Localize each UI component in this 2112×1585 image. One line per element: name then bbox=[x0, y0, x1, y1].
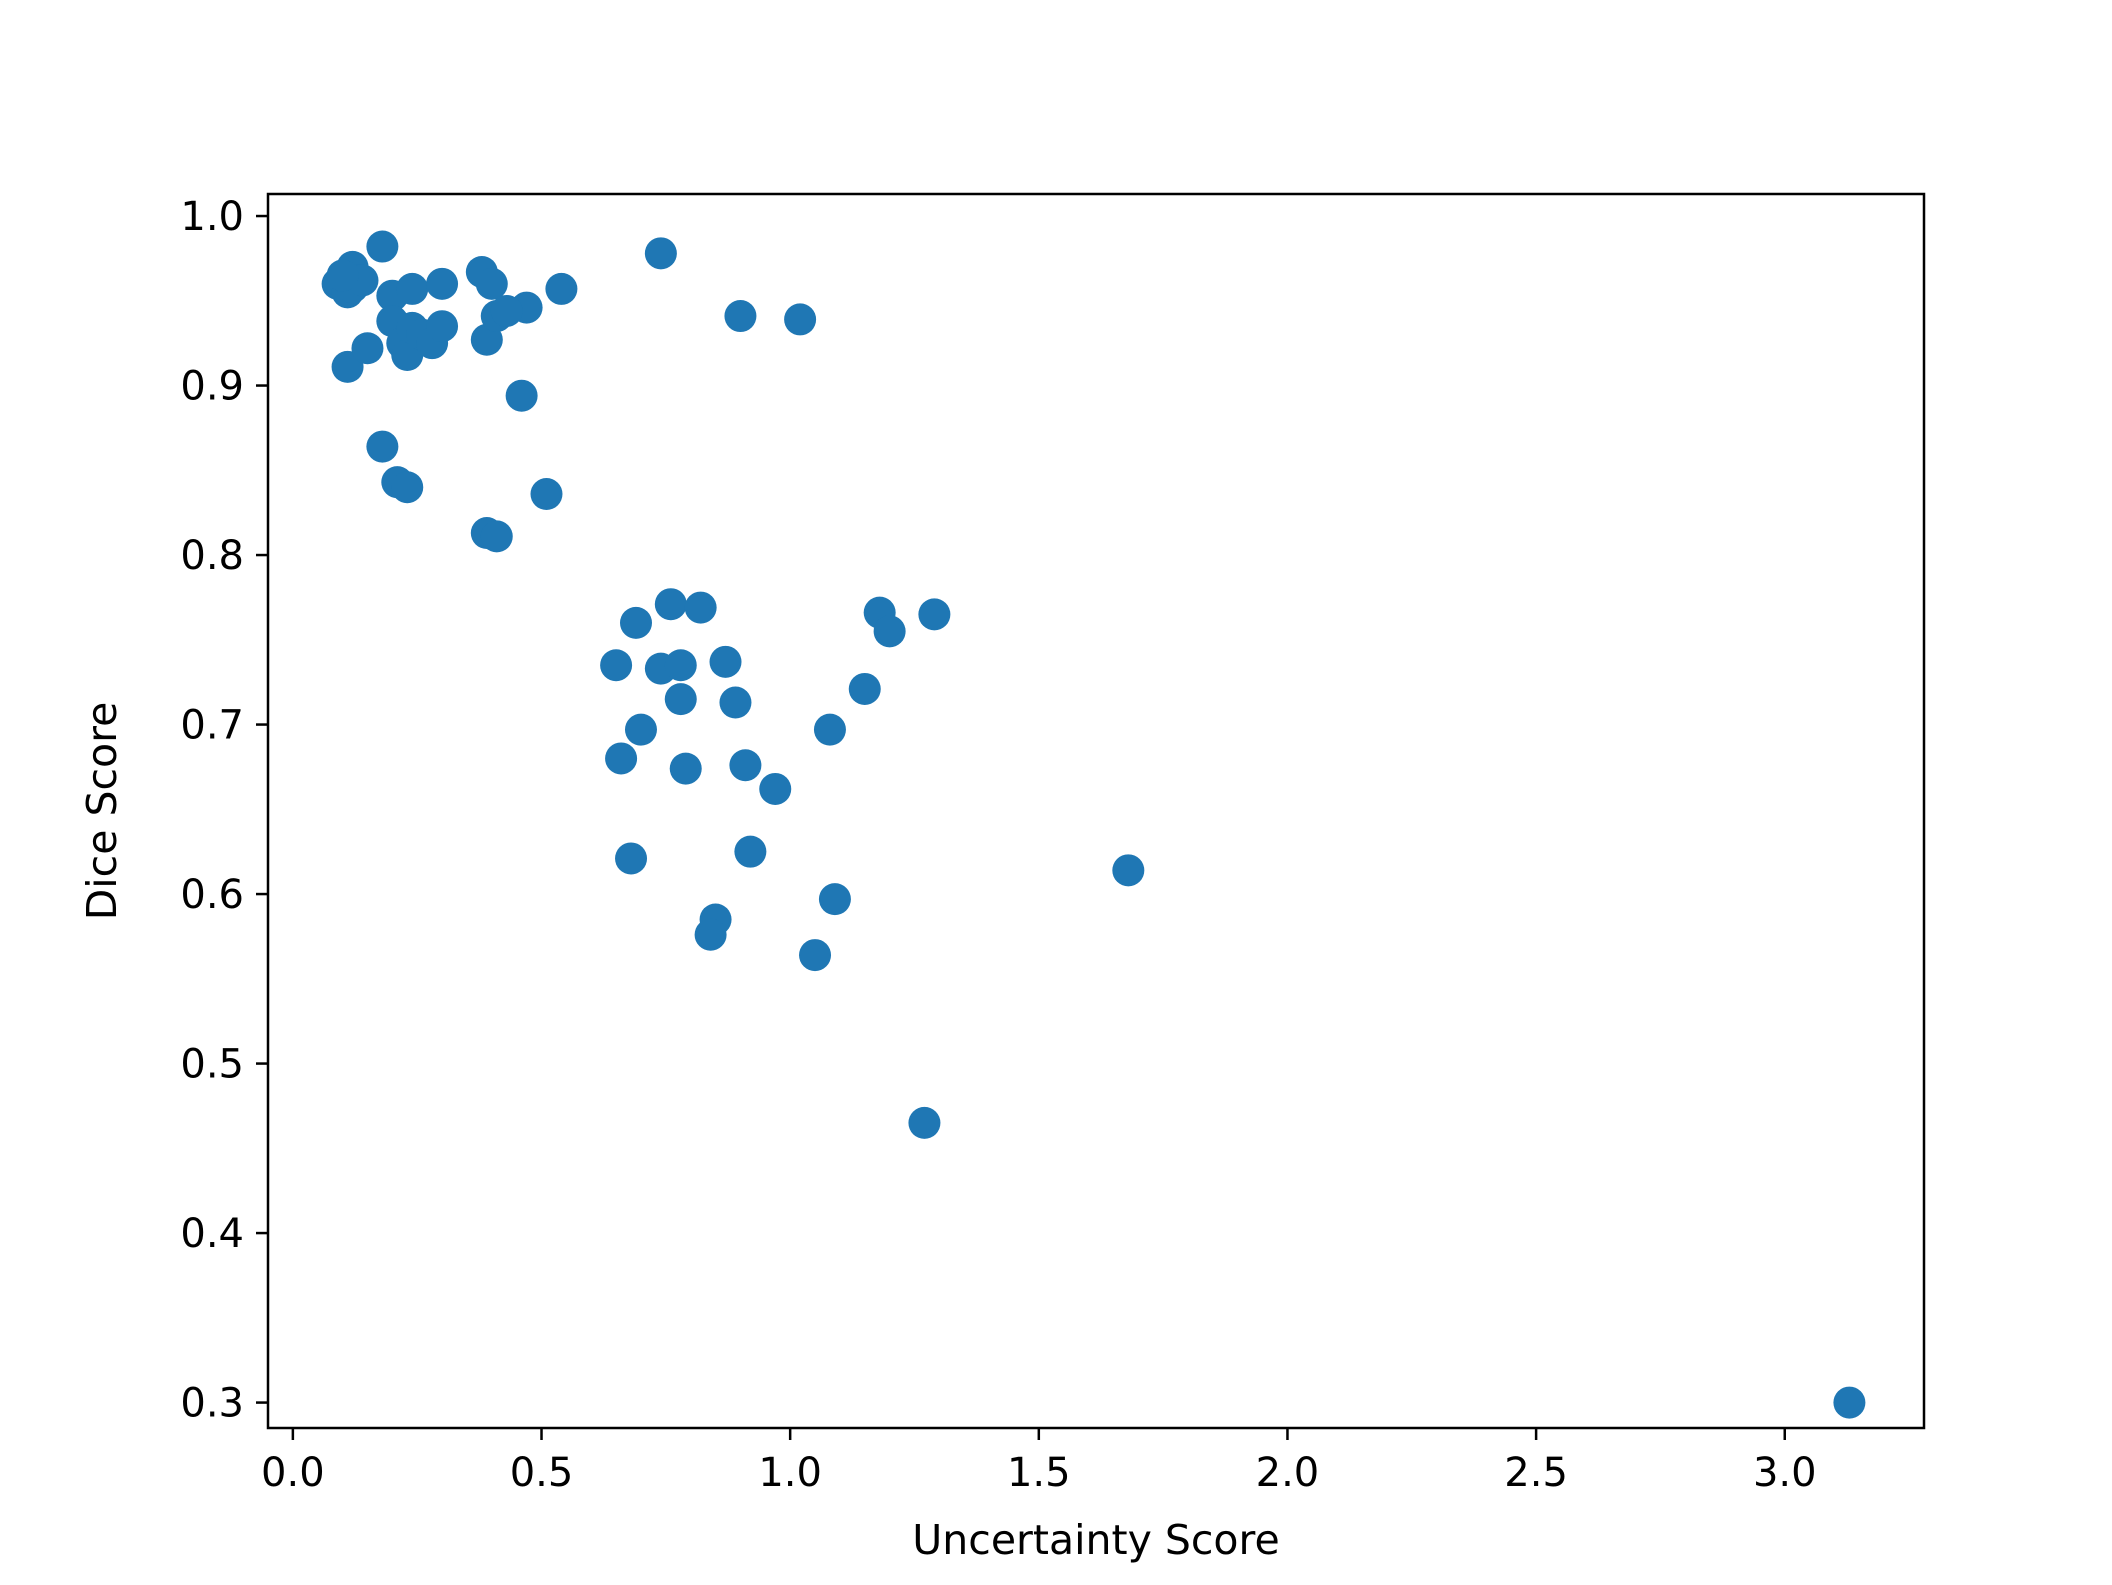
y-tick-label: 0.7 bbox=[180, 703, 244, 749]
data-point bbox=[615, 842, 648, 875]
data-point bbox=[505, 379, 538, 412]
data-point bbox=[391, 471, 424, 504]
x-tick-label: 1.5 bbox=[1007, 1450, 1071, 1496]
x-tick-label: 1.0 bbox=[758, 1450, 822, 1496]
data-point bbox=[545, 272, 578, 305]
y-tick-label: 0.6 bbox=[180, 872, 244, 918]
data-point bbox=[818, 883, 851, 916]
data-point bbox=[1112, 854, 1145, 887]
data-point bbox=[784, 303, 817, 336]
data-point bbox=[669, 752, 702, 785]
data-point bbox=[620, 606, 652, 639]
x-tick-label: 0.0 bbox=[261, 1450, 325, 1496]
data-point bbox=[475, 267, 508, 300]
data-point bbox=[848, 672, 881, 705]
x-tick-label: 0.5 bbox=[510, 1450, 574, 1496]
data-point bbox=[326, 259, 359, 292]
y-tick-label: 0.3 bbox=[180, 1381, 244, 1427]
data-point bbox=[813, 713, 846, 746]
data-point bbox=[624, 713, 657, 746]
y-tick-label: 0.4 bbox=[180, 1211, 244, 1257]
ticks-layer: 0.0 0.5 1.0 1.5 2.0 2.5 3.0 0.3 0.4 0.5 0.6 0.7 0.8 0… bbox=[180, 194, 1816, 1496]
data-point bbox=[605, 742, 638, 775]
x-tick-label: 2.0 bbox=[1256, 1450, 1320, 1496]
data-point bbox=[426, 267, 459, 300]
x-axis-label: Uncertainty Score bbox=[912, 1516, 1279, 1564]
data-point bbox=[684, 591, 717, 624]
y-tick-label: 0.9 bbox=[180, 364, 244, 410]
data-point bbox=[600, 649, 633, 682]
y-tick-label: 0.5 bbox=[180, 1042, 244, 1088]
data-point bbox=[396, 272, 429, 305]
data-point bbox=[729, 749, 762, 782]
data-point bbox=[873, 615, 906, 648]
points-layer bbox=[321, 230, 1866, 1419]
data-point bbox=[351, 332, 384, 365]
plot-frame bbox=[266, 192, 1926, 1430]
data-point bbox=[366, 430, 399, 463]
data-point bbox=[1833, 1386, 1866, 1419]
x-tick-label: 2.5 bbox=[1504, 1450, 1568, 1496]
data-point bbox=[366, 230, 399, 263]
data-point bbox=[694, 918, 727, 951]
y-tick-label: 0.8 bbox=[180, 533, 244, 579]
y-axis-label: Dice Score bbox=[78, 702, 126, 921]
data-point bbox=[664, 683, 697, 716]
data-point bbox=[719, 686, 752, 719]
data-point bbox=[799, 939, 832, 972]
data-point bbox=[530, 478, 563, 511]
data-point bbox=[709, 645, 742, 678]
data-point bbox=[908, 1106, 941, 1139]
data-point bbox=[664, 649, 697, 682]
data-point bbox=[644, 237, 677, 270]
y-tick-label: 1.0 bbox=[180, 194, 244, 240]
data-point bbox=[918, 598, 951, 631]
data-point bbox=[759, 772, 792, 805]
data-point bbox=[490, 294, 523, 327]
data-point bbox=[724, 300, 757, 333]
data-point bbox=[480, 520, 513, 553]
x-tick-label: 3.0 bbox=[1753, 1450, 1817, 1496]
data-point bbox=[734, 835, 767, 868]
data-point bbox=[426, 310, 459, 343]
data-point bbox=[654, 588, 687, 621]
